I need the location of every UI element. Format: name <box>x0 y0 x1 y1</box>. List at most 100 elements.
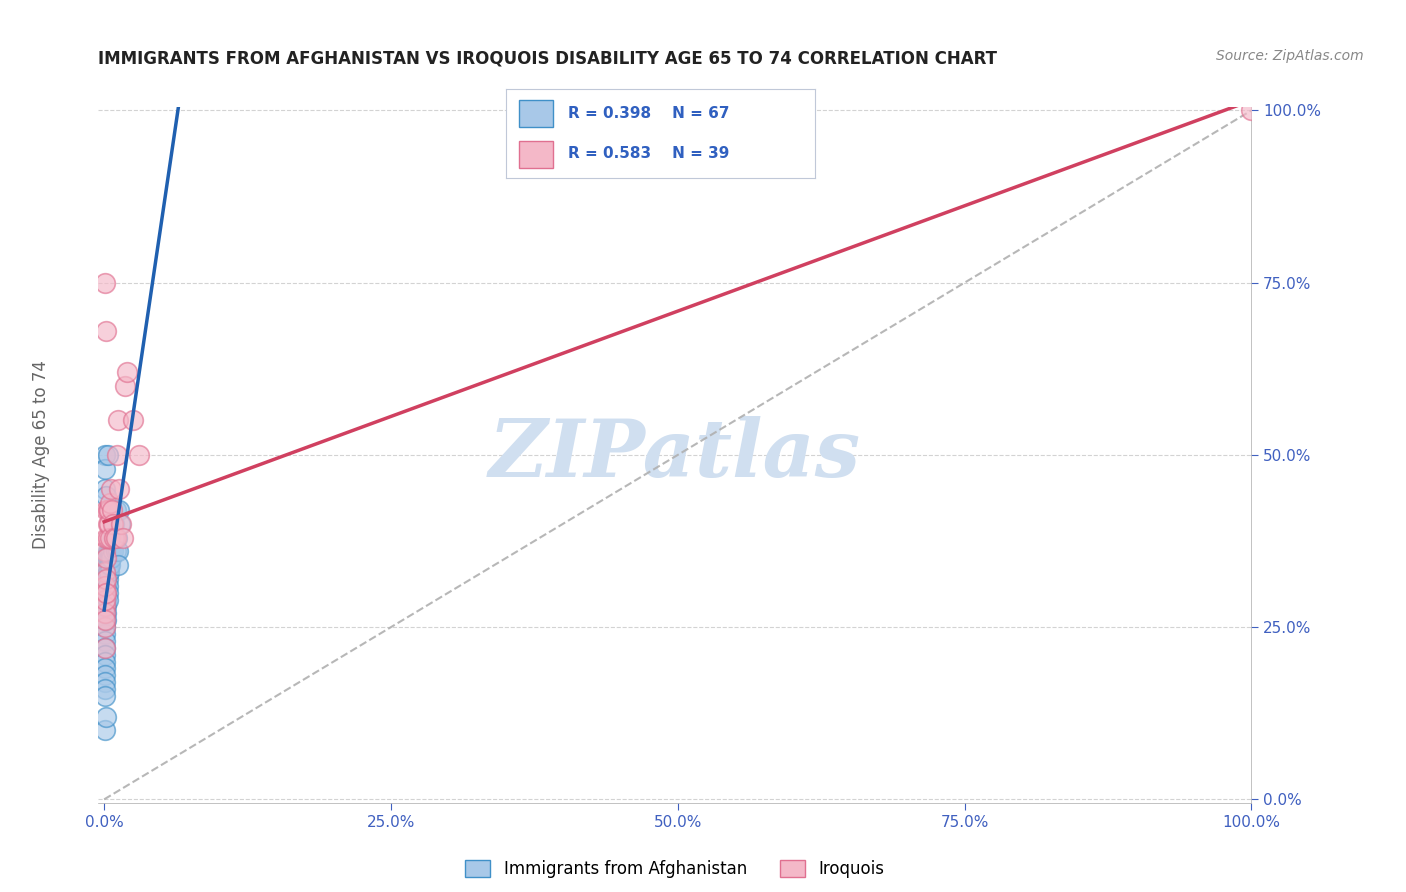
Point <box>128 448 150 462</box>
Point <box>94 689 117 703</box>
Point <box>103 531 125 545</box>
Point <box>94 613 117 627</box>
Point <box>97 565 120 579</box>
Point <box>96 599 118 614</box>
Point <box>94 613 117 627</box>
Point <box>94 585 117 599</box>
Point <box>96 565 118 579</box>
Point <box>96 592 118 607</box>
Point <box>96 503 118 517</box>
Point <box>107 558 129 573</box>
Point <box>97 531 120 545</box>
Point <box>104 531 127 545</box>
Point <box>96 551 118 566</box>
Point <box>108 483 131 497</box>
Point <box>94 723 117 738</box>
Point <box>97 572 120 586</box>
Point <box>108 503 131 517</box>
Bar <box>519 141 553 168</box>
Point <box>111 531 134 545</box>
Point <box>94 661 117 675</box>
Point <box>96 324 118 338</box>
Point <box>107 413 129 427</box>
Point <box>110 516 132 531</box>
Text: ZIPatlas: ZIPatlas <box>489 417 860 493</box>
Point <box>97 516 120 531</box>
Point <box>96 585 118 599</box>
Point <box>104 503 127 517</box>
Point <box>94 592 117 607</box>
Text: Source: ZipAtlas.com: Source: ZipAtlas.com <box>1216 49 1364 63</box>
Point <box>97 558 120 573</box>
Point <box>100 537 122 551</box>
Point <box>98 531 121 545</box>
Bar <box>519 100 553 127</box>
Point <box>100 483 122 497</box>
Point <box>96 607 118 621</box>
Point <box>100 544 122 558</box>
Point <box>94 640 117 655</box>
Point <box>94 585 117 599</box>
Point <box>96 585 118 599</box>
Point <box>101 531 124 545</box>
Point <box>94 544 117 558</box>
Point <box>94 620 117 634</box>
Point <box>94 655 117 669</box>
Point <box>96 489 118 503</box>
Text: IMMIGRANTS FROM AFGHANISTAN VS IROQUOIS DISABILITY AGE 65 TO 74 CORRELATION CHAR: IMMIGRANTS FROM AFGHANISTAN VS IROQUOIS … <box>98 49 997 67</box>
Point <box>100 551 122 566</box>
Point <box>94 627 117 641</box>
Point <box>97 579 120 593</box>
Point <box>94 634 117 648</box>
Point <box>96 579 118 593</box>
Point <box>94 572 117 586</box>
Point <box>103 531 125 545</box>
Point <box>98 558 121 573</box>
Point <box>98 496 121 510</box>
Point <box>103 516 125 531</box>
Point <box>94 607 117 621</box>
Point <box>96 709 118 723</box>
Text: R = 0.398    N = 67: R = 0.398 N = 67 <box>568 106 730 120</box>
Point <box>94 620 117 634</box>
Point <box>1240 103 1263 118</box>
Point <box>94 607 117 621</box>
Point <box>98 551 121 566</box>
Point <box>96 572 118 586</box>
Point <box>94 448 117 462</box>
Point <box>103 516 125 531</box>
Point <box>107 544 129 558</box>
Point <box>94 565 117 579</box>
Point <box>94 648 117 662</box>
Point <box>103 544 125 558</box>
Point <box>105 531 128 545</box>
Point <box>96 531 118 545</box>
Point <box>96 585 118 599</box>
Point <box>97 503 120 517</box>
Point <box>115 365 138 379</box>
Point <box>94 276 117 290</box>
Point <box>101 537 124 551</box>
Point <box>97 544 120 558</box>
Point <box>94 461 117 475</box>
Point <box>103 531 125 545</box>
Point <box>94 483 117 497</box>
Legend: Immigrants from Afghanistan, Iroquois: Immigrants from Afghanistan, Iroquois <box>458 854 891 885</box>
Point <box>97 551 120 566</box>
Point <box>97 516 120 531</box>
Point <box>105 448 128 462</box>
Point <box>110 516 132 531</box>
Point <box>104 544 127 558</box>
Point <box>94 599 117 614</box>
Point <box>94 565 117 579</box>
Point <box>94 579 117 593</box>
Point <box>94 640 117 655</box>
Point <box>94 682 117 697</box>
Point <box>96 613 118 627</box>
Point <box>121 413 143 427</box>
Point <box>94 558 117 573</box>
Point <box>96 558 118 573</box>
Point <box>101 503 124 517</box>
Point <box>97 448 120 462</box>
Point <box>97 503 120 517</box>
